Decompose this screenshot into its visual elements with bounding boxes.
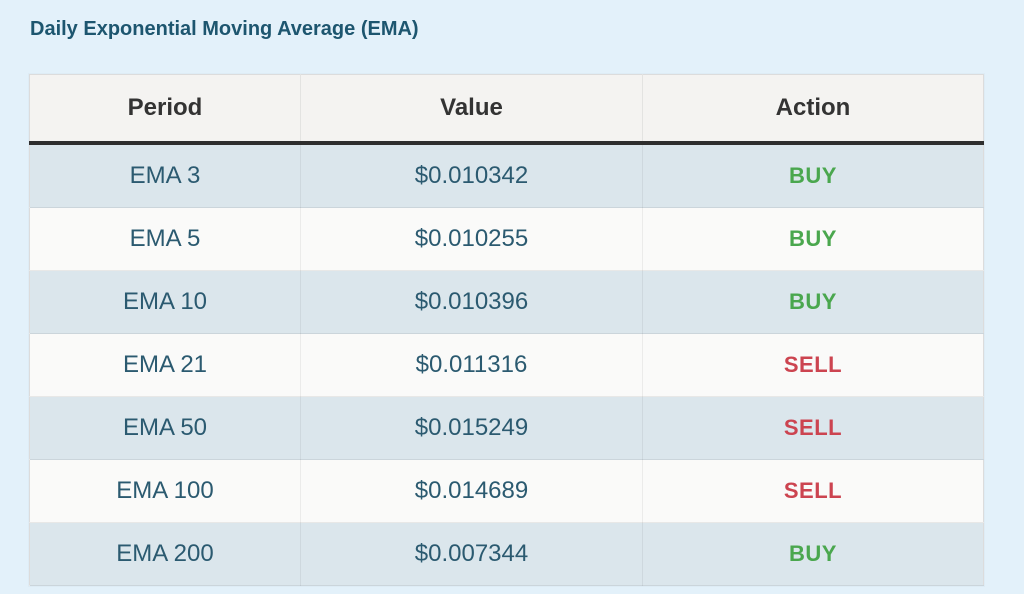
period-cell: EMA 100 [29,459,301,523]
page-title: Daily Exponential Moving Average (EMA) [30,18,419,40]
period-cell: EMA 21 [29,333,301,397]
table-header-row: Period Value Action [29,74,984,145]
value-cell: $0.010396 [300,270,643,334]
table-body: EMA 3 $0.010342 BUY EMA 5 $0.010255 BUY … [29,143,984,586]
table-row: EMA 3 $0.010342 BUY [29,143,984,208]
table-row: EMA 100 $0.014689 SELL [29,459,984,523]
action-badge: BUY [642,143,984,208]
action-badge: SELL [642,459,984,523]
table-row: EMA 10 $0.010396 BUY [29,270,984,334]
period-cell: EMA 200 [29,522,301,586]
table-row: EMA 200 $0.007344 BUY [29,522,984,586]
ema-table: Period Value Action EMA 3 $0.010342 BUY … [29,74,984,586]
value-cell: $0.011316 [300,333,643,397]
value-cell: $0.015249 [300,396,643,460]
action-badge: BUY [642,270,984,334]
value-cell: $0.010342 [300,143,643,208]
column-header-period: Period [29,74,301,145]
action-badge: BUY [642,207,984,271]
period-cell: EMA 3 [29,143,301,208]
value-cell: $0.014689 [300,459,643,523]
column-header-value: Value [300,74,643,145]
table-row: EMA 50 $0.015249 SELL [29,396,984,460]
action-badge: SELL [642,333,984,397]
value-cell: $0.010255 [300,207,643,271]
column-header-action: Action [642,74,984,145]
period-cell: EMA 50 [29,396,301,460]
action-badge: BUY [642,522,984,586]
table-row: EMA 21 $0.011316 SELL [29,333,984,397]
table-row: EMA 5 $0.010255 BUY [29,207,984,271]
action-badge: SELL [642,396,984,460]
value-cell: $0.007344 [300,522,643,586]
period-cell: EMA 5 [29,207,301,271]
period-cell: EMA 10 [29,270,301,334]
